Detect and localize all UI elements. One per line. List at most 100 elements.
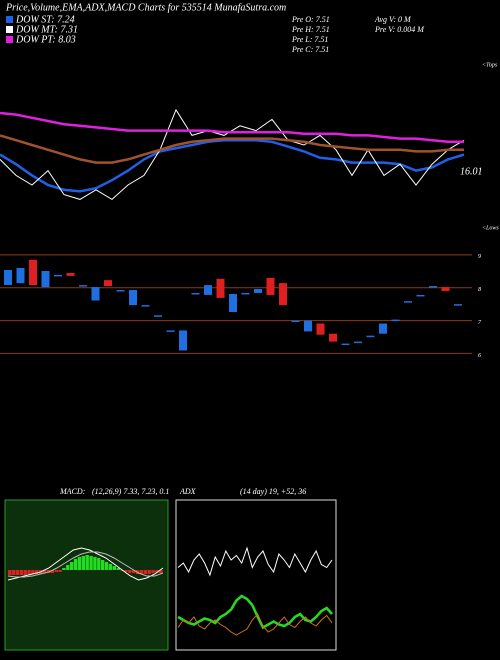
candle-body [29, 259, 37, 286]
macd-bar [66, 565, 70, 570]
macd-line [7, 551, 164, 578]
adx-panel [175, 499, 337, 651]
candle-body [416, 294, 425, 297]
candle-body [241, 292, 250, 295]
macd-params: (12,26,9) 7.33, 7.23, 0.1 [92, 487, 169, 496]
adx-title: ADX [179, 487, 197, 496]
macd-bar [108, 564, 113, 570]
candle-body [141, 305, 150, 307]
legend-swatch [6, 36, 13, 43]
price-line [0, 108, 465, 201]
macd-title: MACD: [59, 487, 86, 496]
y-tick-label: 8 [478, 287, 481, 293]
candle-body [429, 286, 437, 288]
candle-body [41, 270, 50, 288]
candle-body [304, 320, 312, 332]
price-line [0, 111, 464, 144]
candle-body [404, 301, 412, 303]
candle-body [179, 330, 187, 351]
info-text: Pre H: 7.51 [291, 25, 330, 34]
candle-body [216, 278, 225, 298]
macd-bar [46, 570, 51, 573]
candle-body [279, 283, 287, 306]
candle-body [66, 272, 75, 276]
macd-bar [50, 570, 54, 573]
info-text: Avg V: 0 M [374, 15, 412, 24]
candle-body [129, 290, 137, 306]
macd-bar [97, 558, 101, 570]
adx-params: (14 day) 19, +52, 36 [240, 487, 306, 496]
macd-bar [124, 570, 128, 572]
candle-body [454, 304, 462, 306]
candle-body [54, 274, 62, 277]
top-label: <Tops [482, 62, 498, 68]
macd-bar [155, 570, 159, 573]
macd-bar [15, 570, 20, 575]
adx-line [177, 613, 333, 636]
candle-body [441, 287, 450, 291]
macd-line [7, 547, 164, 581]
macd-bar [70, 562, 74, 570]
candle-body [316, 323, 325, 335]
macd-bar [132, 570, 136, 573]
info-text: Pre V: 0.004 M [374, 25, 425, 34]
price-line [0, 134, 464, 164]
macd-bar [128, 570, 132, 573]
candle-body [191, 292, 200, 295]
macd-bar [159, 570, 163, 573]
macd-bar [81, 556, 85, 570]
candle-body [91, 287, 100, 301]
macd-bar [23, 570, 27, 575]
macd-bar [89, 556, 93, 570]
candle-body [341, 343, 350, 346]
candle-body [366, 335, 375, 338]
candle-body [16, 268, 25, 284]
candle-body [391, 319, 400, 322]
price-line [0, 138, 465, 193]
macd-bar [101, 560, 105, 570]
y-tick-label: 9 [478, 254, 481, 260]
macd-bar [19, 570, 23, 575]
candle-body [166, 330, 175, 332]
candle-body [354, 341, 362, 344]
macd-bar [42, 570, 47, 573]
macd-bar [77, 557, 82, 570]
macd-bar [8, 570, 12, 575]
macd-bar [35, 570, 39, 574]
macd-bar [54, 570, 58, 572]
legend-label: DOW ST: 7.24 [15, 14, 75, 25]
candle-body [116, 290, 125, 292]
adx-line [177, 546, 333, 577]
legend-swatch [6, 16, 13, 23]
adx-line [177, 594, 333, 630]
candle-body [379, 323, 387, 334]
macd-bar [112, 566, 116, 570]
macd-bar [151, 570, 155, 573]
macd-bar [147, 570, 151, 574]
candle-body [254, 289, 262, 293]
macd-bar [85, 555, 89, 570]
candle-body [291, 320, 300, 323]
macd-bar [58, 570, 62, 572]
info-text: Pre L: 7.51 [291, 35, 328, 44]
macd-bar [116, 568, 120, 570]
candle-body [329, 333, 337, 342]
candle-body [4, 269, 12, 286]
macd-bar [73, 559, 78, 570]
macd-bar [104, 562, 109, 570]
legend-swatch [6, 26, 13, 33]
macd-bar [31, 570, 35, 574]
macd-bar [62, 568, 66, 570]
macd-bar [93, 557, 97, 570]
candle-body [154, 315, 162, 317]
macd-panel [4, 499, 169, 651]
bottom-label: <Lows [482, 225, 499, 231]
page-title: Price,Volume,EMA,ADX,MACD Charts for 535… [5, 2, 286, 13]
macd-bar [27, 570, 31, 574]
candle-body [229, 293, 237, 313]
candle-body [104, 280, 112, 287]
legend-label: DOW MT: 7.31 [15, 24, 78, 35]
candle-body [79, 285, 87, 287]
